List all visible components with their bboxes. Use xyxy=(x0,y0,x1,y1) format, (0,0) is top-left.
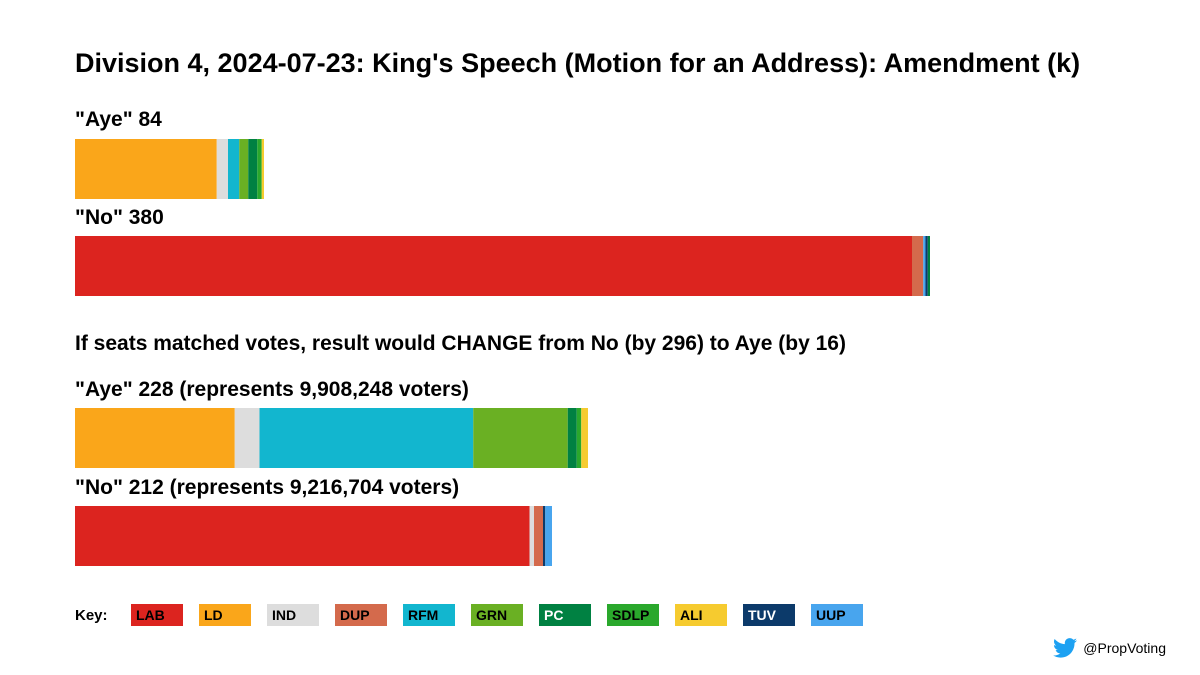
bar-segment-no-pc xyxy=(927,236,930,296)
legend-item-pc: PC xyxy=(539,604,591,626)
bar-segment-aye-grn xyxy=(473,408,568,468)
bar-segment-aye-sdlp xyxy=(257,139,262,199)
bar-segment-no-tuv xyxy=(543,506,546,566)
legend-item-sdlp: SDLP xyxy=(607,604,659,626)
legend: Key: LAB LD IND DUP RFM GRN PC SDLP ALI TUV UUP xyxy=(75,603,879,627)
bar-segment-no-lab xyxy=(75,506,530,566)
proportional-no-bar xyxy=(75,506,552,566)
bar-segment-no-lab xyxy=(75,236,912,296)
bar-segment-aye-pc xyxy=(567,408,577,468)
legend-item-ind: IND xyxy=(267,604,319,626)
bar-segment-aye-ld xyxy=(75,139,217,199)
bar-segment-aye-pc xyxy=(248,139,258,199)
chart-title: Division 4, 2024-07-23: King's Speech (M… xyxy=(75,48,1081,78)
credit-handle: @PropVoting xyxy=(1083,640,1166,656)
bar-segment-no-dup xyxy=(534,506,543,566)
actual-aye-label: "Aye" 84 xyxy=(75,108,162,131)
actual-no-bar xyxy=(75,236,930,296)
legend-title: Key: xyxy=(75,606,108,624)
bar-segment-no-dup xyxy=(912,236,924,296)
legend-item-tuv: TUV xyxy=(743,604,795,626)
twitter-bird-icon xyxy=(1053,638,1078,658)
legend-item-rfm: RFM xyxy=(403,604,455,626)
proportional-aye-label: "Aye" 228 (represents 9,908,248 voters) xyxy=(75,378,469,401)
credit: @PropVoting xyxy=(1053,638,1166,658)
bar-segment-aye-grn xyxy=(239,139,249,199)
bar-segment-aye-ali xyxy=(581,408,588,468)
bar-segment-aye-ind xyxy=(216,139,228,199)
bar-segment-no-uup xyxy=(923,236,926,296)
legend-item-ld: LD xyxy=(199,604,251,626)
bar-segment-aye-rfm xyxy=(228,139,240,199)
actual-no-label: "No" 380 xyxy=(75,206,164,229)
bar-segment-aye-rfm xyxy=(259,408,474,468)
bar-segment-aye-ind xyxy=(234,408,260,468)
legend-item-dup: DUP xyxy=(335,604,387,626)
legend-item-grn: GRN xyxy=(471,604,523,626)
legend-items: LAB LD IND DUP RFM GRN PC SDLP ALI TUV UUP xyxy=(131,604,879,626)
legend-item-ali: ALI xyxy=(675,604,727,626)
legend-item-uup: UUP xyxy=(811,604,863,626)
actual-aye-bar xyxy=(75,139,264,199)
bar-segment-aye-ali xyxy=(261,139,264,199)
result-change-text: If seats matched votes, result would CHA… xyxy=(75,332,846,355)
bar-segment-no-uup xyxy=(545,506,552,566)
bar-segment-aye-ld xyxy=(75,408,235,468)
bar-segment-aye-sdlp xyxy=(576,408,582,468)
bar-segment-no-ind xyxy=(529,506,534,566)
bar-segment-no-tuv xyxy=(925,236,928,296)
legend-item-lab: LAB xyxy=(131,604,183,626)
proportional-aye-bar xyxy=(75,408,588,468)
proportional-no-label: "No" 212 (represents 9,216,704 voters) xyxy=(75,476,460,499)
